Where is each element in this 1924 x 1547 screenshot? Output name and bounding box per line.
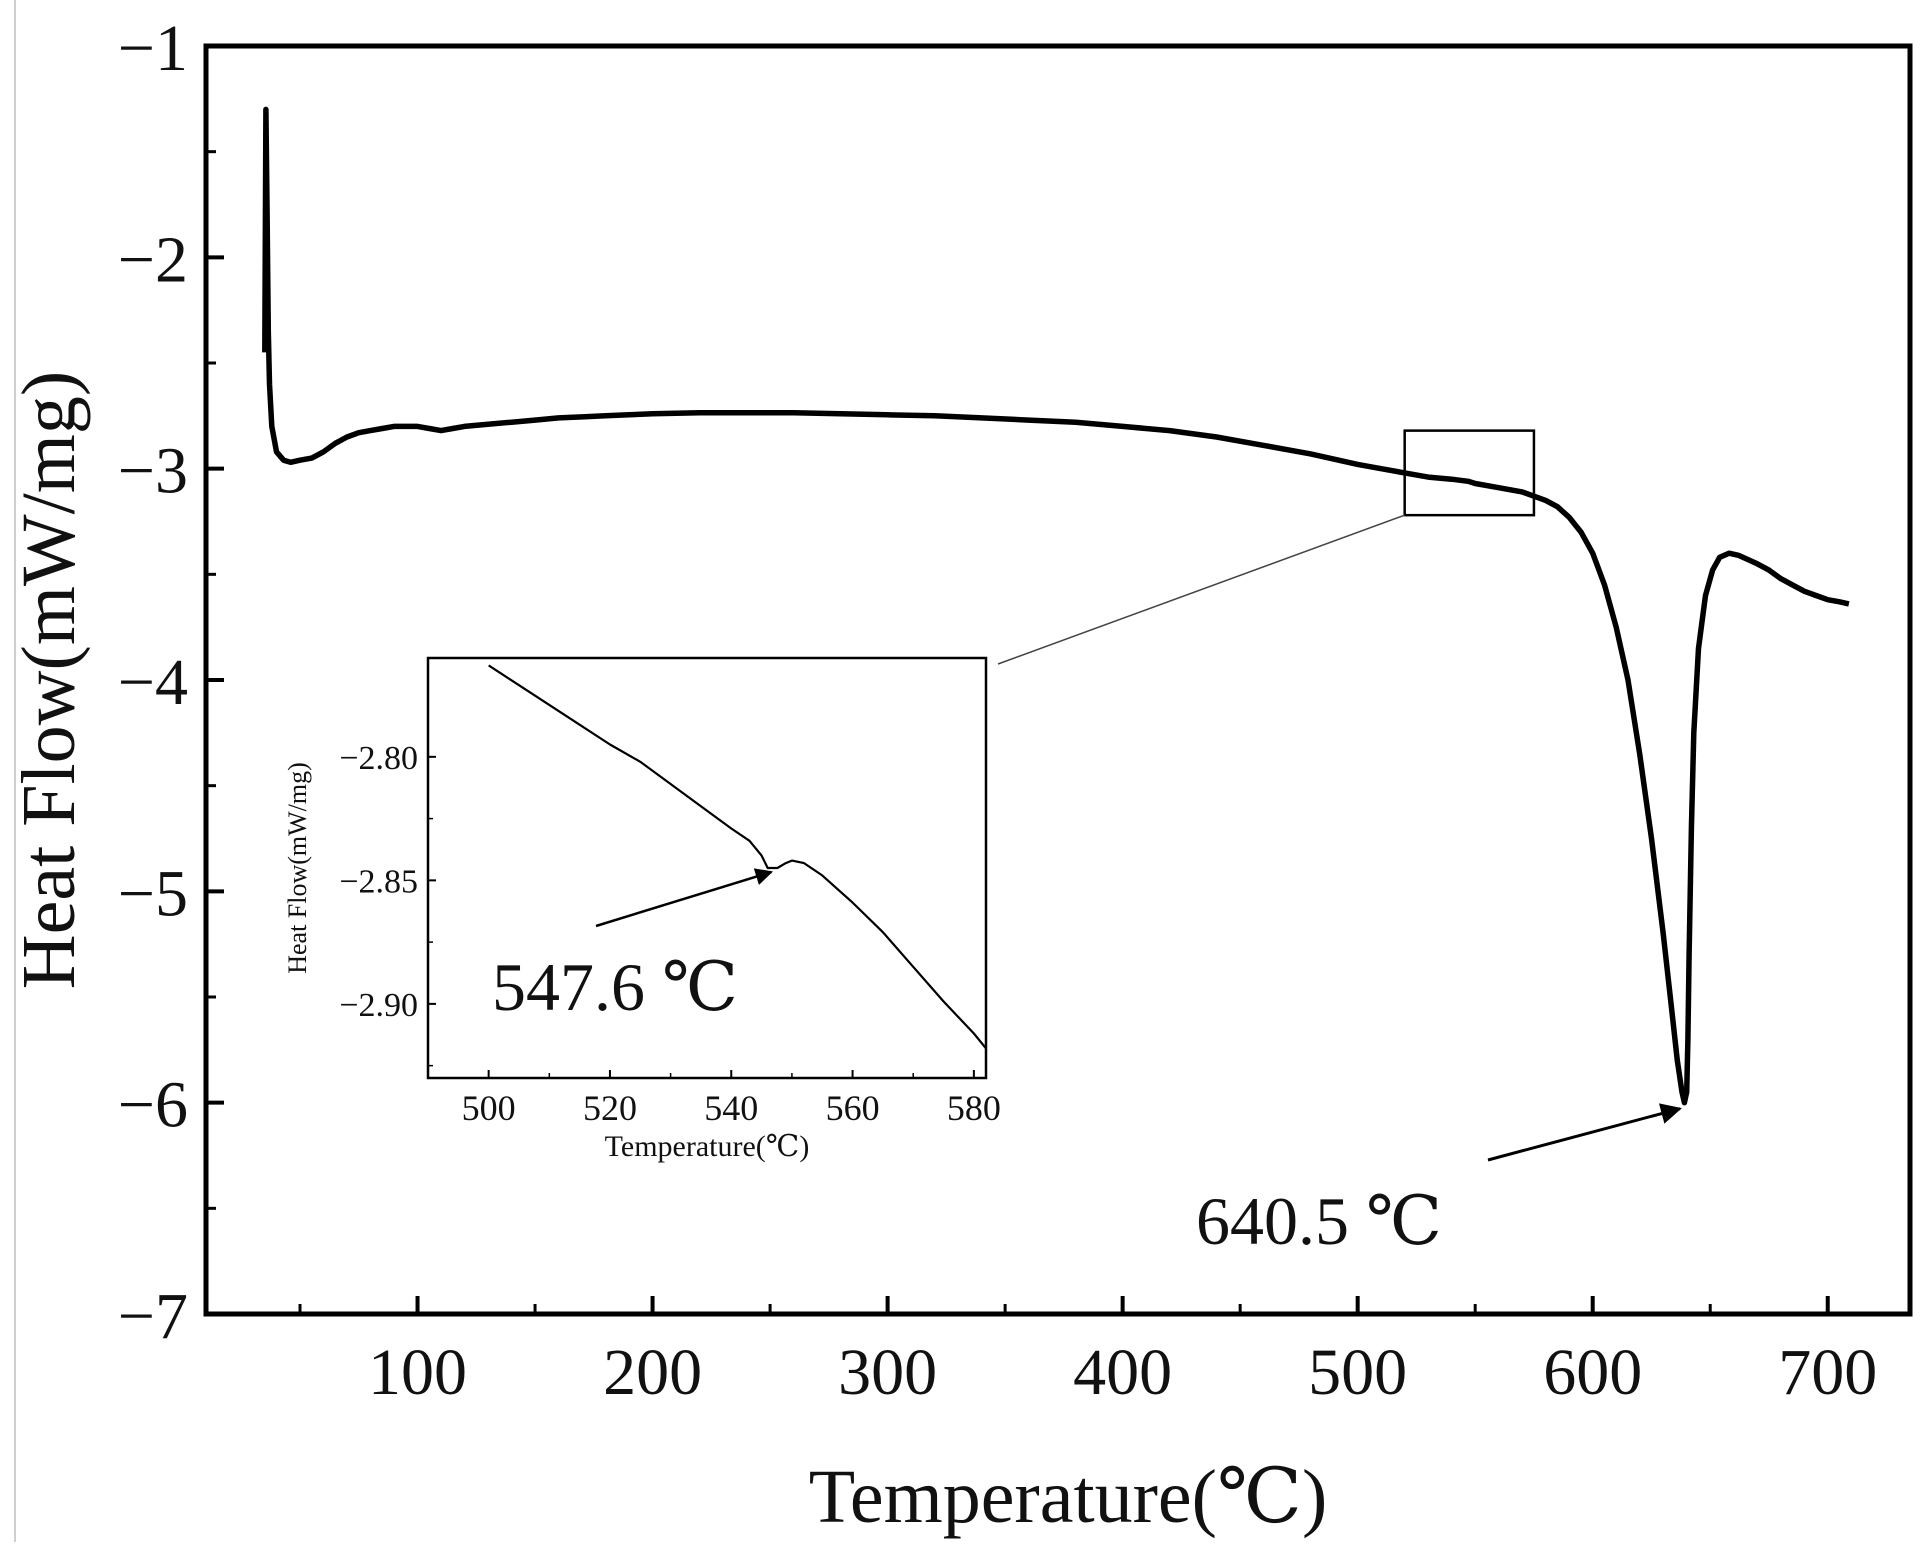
x-tick-label: 100 — [368, 1336, 467, 1409]
annotation-label-640: 640.5 ℃ — [1196, 1183, 1442, 1259]
x-tick-label: 300 — [838, 1336, 937, 1409]
inset-plot-frame — [426, 656, 988, 1080]
x-tick-label: 200 — [603, 1336, 702, 1409]
annotation-label-547: 547.6 ℃ — [492, 949, 738, 1025]
x-tick-label: 600 — [1543, 1336, 1642, 1409]
y-tick-label: −2 — [118, 223, 188, 296]
inset-x-tick-label: 580 — [947, 1088, 1001, 1128]
page-edge-line — [14, 0, 16, 1542]
inset-x-tick-label: 540 — [704, 1088, 758, 1128]
x-tick-label: 400 — [1073, 1336, 1172, 1409]
inset-x-tick-label: 500 — [462, 1088, 516, 1128]
inset-y-tick-label: −2.80 — [339, 740, 418, 777]
inset-y-tick-label: −2.90 — [339, 987, 418, 1024]
zoom-connector-line — [997, 514, 1405, 665]
inset-y-axis-label: Heat Flow(mW/mg) — [283, 762, 312, 974]
heat-flow-line — [262, 106, 1850, 1106]
x-axis-label: Temperature(℃) — [809, 1455, 1328, 1539]
y-tick-label: −7 — [118, 1280, 188, 1353]
y-tick-label: −6 — [118, 1069, 188, 1142]
y-axis-label: Heat Flow(mW/mg) — [7, 371, 91, 989]
y-tick-label: −5 — [118, 857, 188, 930]
annotation-arrow-547 — [595, 868, 774, 928]
inset-y-tick-label: −2.85 — [339, 863, 418, 900]
y-tick-label: −3 — [118, 435, 188, 508]
x-tick-label: 700 — [1778, 1336, 1877, 1409]
zoom-region-box — [1403, 429, 1536, 517]
annotation-arrow-640 — [1487, 1103, 1682, 1162]
inset-x-tick-label: 560 — [826, 1088, 880, 1128]
y-tick-label: −1 — [118, 12, 188, 85]
inset-x-tick-label: 520 — [583, 1088, 637, 1128]
y-tick-label: −4 — [118, 646, 188, 719]
inset-heat-flow-line — [488, 664, 987, 1050]
inset-x-axis-label: Temperature(℃) — [605, 1130, 810, 1163]
x-tick-label: 500 — [1308, 1336, 1407, 1409]
